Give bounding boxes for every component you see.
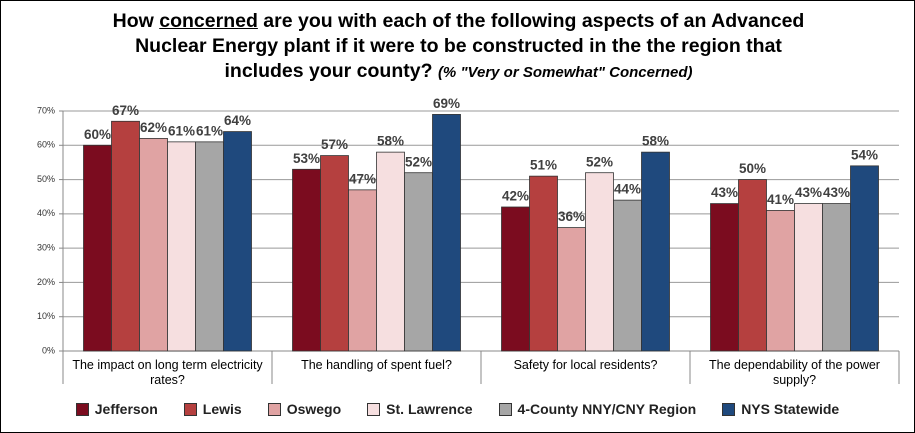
value-label: 44% <box>614 182 641 197</box>
legend-swatch <box>75 402 89 416</box>
category-label: The handling of spent fuel? <box>301 358 452 372</box>
value-label: 51% <box>530 158 557 173</box>
value-label: 64% <box>224 113 251 128</box>
value-label: 58% <box>642 134 669 149</box>
title-text: How <box>112 10 160 32</box>
bar <box>195 141 224 352</box>
category-label: The dependability of the power supply? <box>709 358 880 387</box>
bar <box>710 203 739 352</box>
bar <box>223 131 252 352</box>
y-tick-label: 30% <box>37 243 55 253</box>
value-label: 43% <box>823 185 850 200</box>
y-tick-label: 10% <box>37 311 55 321</box>
category-label: The impact on long term electricity rate… <box>72 358 263 387</box>
value-label: 69% <box>433 96 460 111</box>
bar <box>376 151 405 352</box>
bar <box>167 141 196 352</box>
value-label: 57% <box>321 137 348 152</box>
title-text: are you with each of the following aspec… <box>135 10 805 82</box>
legend-swatch <box>498 402 512 416</box>
y-tick-label: 60% <box>37 140 55 150</box>
bar <box>432 114 461 352</box>
bar <box>641 151 670 352</box>
legend-label: 4-County NNY/CNY Region <box>517 401 697 417</box>
category-label: Safety for local residents? <box>513 358 658 372</box>
bar <box>320 155 349 352</box>
y-tick-label: 50% <box>37 174 55 184</box>
value-label: 43% <box>711 185 738 200</box>
chart-title: How concerned are you with each of the f… <box>101 9 816 85</box>
bar <box>501 206 530 352</box>
value-label: 60% <box>84 127 111 142</box>
legend: Jefferson Lewis Oswego St. Lawrence 4-County… <box>1 401 914 417</box>
bar <box>83 144 112 352</box>
bar <box>111 120 140 352</box>
legend-swatch <box>183 402 197 416</box>
bar <box>850 165 879 352</box>
value-label: 36% <box>558 209 585 224</box>
bar <box>404 172 433 352</box>
y-tick-label: 70% <box>37 105 55 115</box>
legend-item: Jefferson <box>75 401 158 417</box>
value-label: 41% <box>767 192 794 207</box>
legend-label: Oswego <box>286 401 342 417</box>
legend-swatch <box>722 402 736 416</box>
value-label: 50% <box>739 161 766 176</box>
bar <box>348 189 377 352</box>
value-label: 52% <box>405 154 432 169</box>
value-label: 58% <box>377 134 404 149</box>
value-label: 54% <box>851 147 878 162</box>
y-tick-label: 0% <box>42 345 55 355</box>
value-label: 61% <box>168 123 195 138</box>
value-label: 53% <box>293 151 320 166</box>
bar <box>292 168 321 352</box>
bar <box>794 203 823 352</box>
legend-swatch <box>367 402 381 416</box>
value-label: 67% <box>112 103 139 118</box>
bar <box>139 138 168 352</box>
subtitle: (% "Very or Somewhat" Concerned) <box>437 64 693 81</box>
legend-item: NYS Statewide <box>722 401 839 417</box>
legend-item: Lewis <box>183 401 242 417</box>
value-label: 52% <box>586 154 613 169</box>
legend-label: NYS Statewide <box>741 401 840 417</box>
y-tick-label: 20% <box>37 277 55 287</box>
bar <box>585 172 614 352</box>
bar <box>557 227 586 352</box>
bar <box>822 203 851 352</box>
bar <box>529 175 558 352</box>
title-emphasis: concerned <box>159 10 258 32</box>
legend-item: Oswego <box>267 401 342 417</box>
legend-item: St. Lawrence <box>367 401 473 417</box>
legend-swatch <box>267 402 281 416</box>
legend-label: St. Lawrence <box>386 401 473 417</box>
value-label: 61% <box>196 123 223 138</box>
legend-label: Jefferson <box>94 401 158 417</box>
legend-item: 4-County NNY/CNY Region <box>498 401 697 417</box>
value-label: 47% <box>349 171 376 186</box>
value-label: 62% <box>140 120 167 135</box>
value-label: 42% <box>502 189 529 204</box>
bar <box>613 199 642 352</box>
bar <box>766 210 795 352</box>
y-tick-label: 40% <box>37 208 55 218</box>
value-label: 43% <box>795 185 822 200</box>
bar <box>738 179 767 352</box>
legend-label: Lewis <box>202 401 242 417</box>
